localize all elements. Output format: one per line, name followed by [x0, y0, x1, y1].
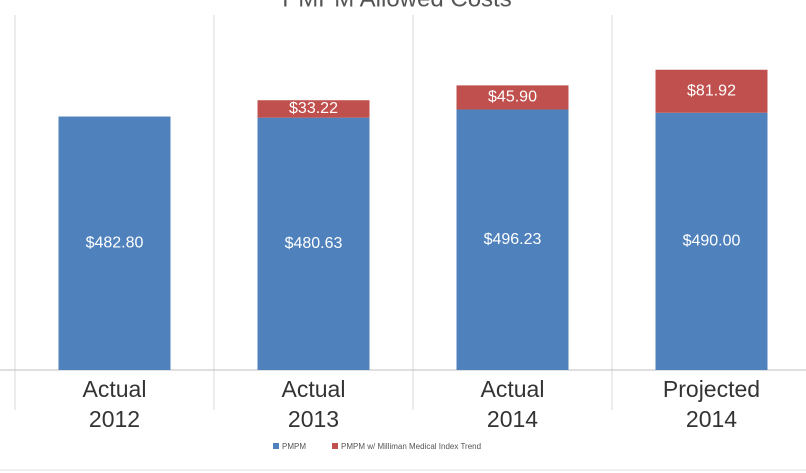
- value-label: $81.92: [687, 82, 736, 99]
- legend-swatch: [273, 443, 279, 449]
- x-tick-label: Actual 2012: [82, 376, 147, 432]
- legend-swatch: [332, 443, 338, 449]
- value-label: $496.23: [484, 231, 542, 248]
- bar-segment: [655, 69, 768, 113]
- x-tick-label: Projected 2014: [662, 376, 761, 432]
- bar-segment: [456, 85, 569, 110]
- bar-segment: [456, 109, 569, 370]
- value-label: $490.00: [683, 233, 741, 250]
- value-label: $482.80: [86, 234, 144, 251]
- legend-label: PMPM w/ Milliman Medical Index Trend: [341, 442, 481, 451]
- bar-segment: [257, 100, 370, 118]
- chart-title: PMPM Allowed Costs: [282, 0, 511, 12]
- bar-segment: [58, 116, 171, 370]
- bar-segment: [257, 117, 370, 370]
- value-label: $45.90: [488, 89, 537, 106]
- value-label: $480.63: [285, 235, 343, 252]
- x-tick-label: Actual 2014: [480, 376, 545, 432]
- x-tick-label: Actual 2013: [281, 376, 346, 432]
- value-label: $33.22: [289, 100, 338, 117]
- legend-label: PMPM: [282, 442, 306, 451]
- bar-segment: [655, 112, 768, 370]
